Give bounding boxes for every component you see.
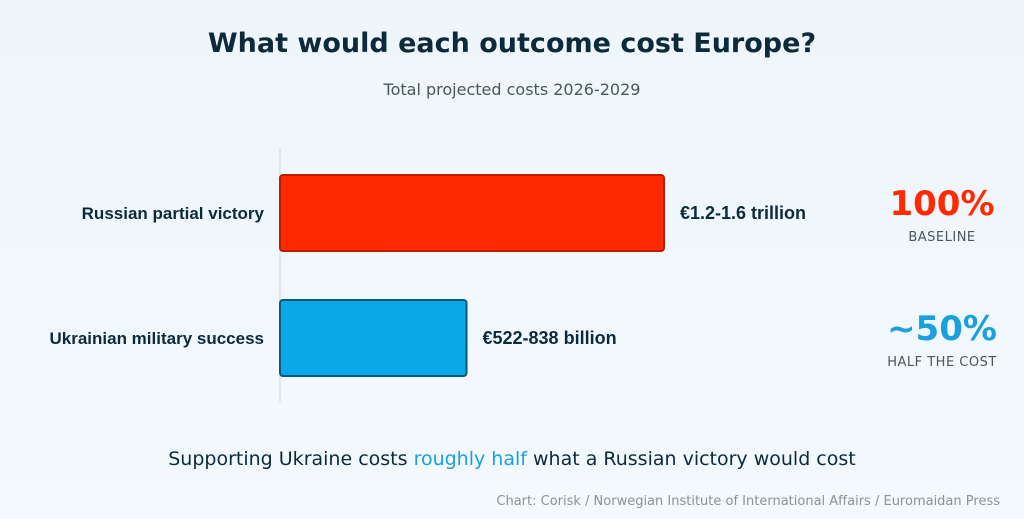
footer-note: Supporting Ukraine costs roughly half wh… [0, 448, 1024, 470]
relative-percent: ~50% [887, 309, 997, 349]
footer-text-before: Supporting Ukraine costs [168, 448, 414, 470]
bar-ukrainian-military-success [279, 299, 468, 377]
bar-russian-partial-victory [279, 174, 665, 252]
relative-percent: 100% [889, 184, 994, 224]
chart-title: What would each outcome cost Europe? [207, 28, 817, 59]
chart-subtitle: Total projected costs 2026-2029 [383, 80, 641, 99]
source-credit: Chart: Corisk / Norwegian Institute of I… [496, 494, 1000, 509]
category-label: Russian partial victory [82, 204, 265, 223]
data-label: €522-838 billion [483, 328, 617, 348]
data-label: €1.2-1.6 trillion [680, 203, 806, 223]
relative-label: HALF THE COST [887, 355, 997, 370]
category-label: Ukrainian military success [49, 329, 264, 348]
relative-label: BASELINE [908, 230, 975, 245]
footer-text-after: what a Russian victory would cost [526, 448, 856, 470]
footer-highlight: roughly half [413, 448, 527, 470]
